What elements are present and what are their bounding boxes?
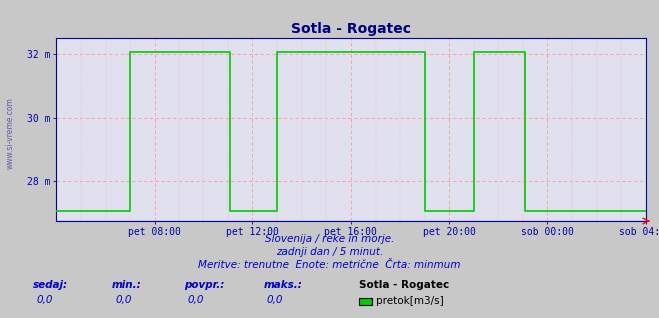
Text: 0,0: 0,0: [267, 294, 283, 305]
Text: Slovenija / reke in morje.: Slovenija / reke in morje.: [265, 234, 394, 244]
Text: sedaj:: sedaj:: [33, 280, 68, 290]
Text: Meritve: trenutne  Enote: metrične  Črta: minmum: Meritve: trenutne Enote: metrične Črta: …: [198, 259, 461, 270]
Text: Sotla - Rogatec: Sotla - Rogatec: [359, 280, 449, 290]
Text: povpr.:: povpr.:: [185, 280, 225, 290]
Text: min.:: min.:: [112, 280, 142, 290]
Text: 0,0: 0,0: [115, 294, 132, 305]
Text: www.si-vreme.com: www.si-vreme.com: [5, 98, 14, 169]
Text: pretok[m3/s]: pretok[m3/s]: [376, 296, 444, 307]
Title: Sotla - Rogatec: Sotla - Rogatec: [291, 22, 411, 36]
Text: 0,0: 0,0: [36, 294, 53, 305]
Text: maks.:: maks.:: [264, 280, 302, 290]
Text: zadnji dan / 5 minut.: zadnji dan / 5 minut.: [276, 247, 383, 257]
Text: 0,0: 0,0: [188, 294, 204, 305]
